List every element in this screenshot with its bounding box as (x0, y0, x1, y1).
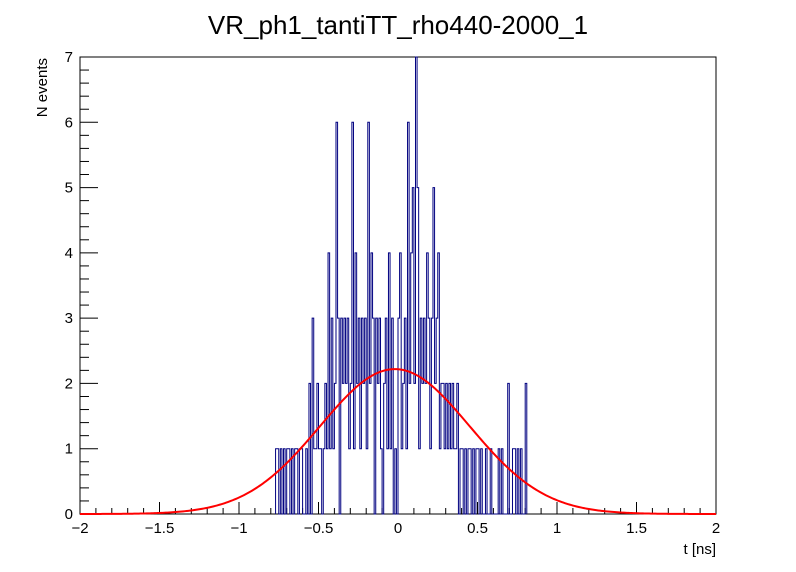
x-tick-label: −0.5 (304, 520, 334, 537)
histogram-series (275, 56, 528, 515)
y-tick-label: 2 (65, 375, 73, 392)
x-axis-label: t [ns] (683, 541, 716, 558)
x-tick-label: −2 (71, 520, 88, 537)
x-tick-label: 0 (394, 520, 402, 537)
y-tick-label: 5 (65, 180, 73, 197)
y-tick-label: 1 (65, 441, 73, 458)
chart-title: VR_ph1_tantiTT_rho440-2000_1 (208, 10, 588, 40)
gaussian-fit-curve (80, 368, 717, 515)
y-tick-label: 7 (65, 49, 73, 66)
plot-area: −2 −1.5 −1 −0.5 0 0.5 1 1.5 2 0 1 2 3 4 5 6 7 (65, 49, 721, 537)
y-tick-label: 6 (65, 114, 73, 131)
x-tick-label: 1 (553, 520, 561, 537)
x-tick-label: 1.5 (626, 520, 647, 537)
y-tick-label: 0 (65, 506, 73, 523)
x-tick-label: −1 (230, 520, 247, 537)
x-tick-label: −1.5 (145, 520, 175, 537)
x-tick-label: 2 (712, 520, 720, 537)
y-tick-label: 4 (65, 245, 73, 262)
y-axis-label: N events (34, 58, 51, 117)
y-tick-label: 3 (65, 310, 73, 327)
x-tick-label: 0.5 (467, 520, 488, 537)
